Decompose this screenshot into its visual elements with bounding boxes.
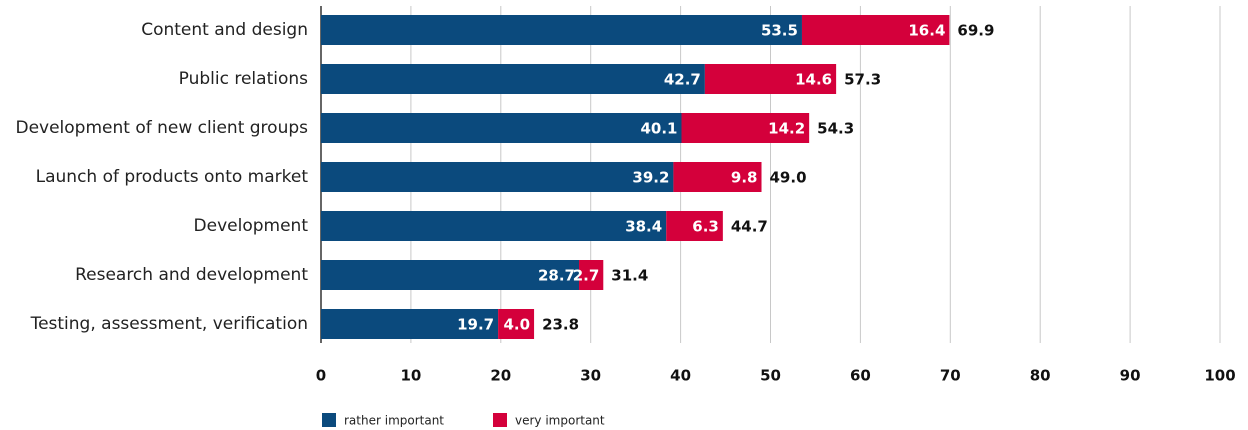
bar-segment [801,15,950,45]
total-label: 31.4 [611,267,648,285]
bar-segment [321,309,499,339]
x-tick-label: 100 [1204,367,1235,385]
x-tick-label: 30 [580,367,601,385]
value-label: 39.2 [632,169,669,187]
bar-segment [321,211,667,241]
bar-segment [321,113,682,143]
y-tick-label: Development of new client groups [15,118,308,138]
x-tick-label: 90 [1120,367,1141,385]
bar-segment [321,64,705,94]
value-label: 42.7 [664,71,701,89]
bar-segment [579,260,604,290]
bar-segment [498,309,535,339]
total-label: 23.8 [542,316,579,334]
value-label: 4.0 [503,316,530,334]
x-tick-label: 0 [316,367,326,385]
bar-segment [666,211,723,241]
x-tick-label: 10 [400,367,421,385]
legend-swatch [322,413,336,427]
value-label: 38.4 [625,218,662,236]
value-label: 14.2 [768,120,805,138]
value-label: 2.7 [573,267,600,285]
y-tick-label: Research and development [75,265,308,285]
x-tick-label: 20 [490,367,511,385]
value-label: 14.6 [795,71,832,89]
bar-segment [681,113,810,143]
bar-segment [321,15,802,45]
value-label: 40.1 [640,120,677,138]
x-tick-label: 70 [940,367,961,385]
value-label: 9.8 [731,169,758,187]
x-tick-label: 40 [670,367,691,385]
x-tick-label: 80 [1030,367,1051,385]
value-label: 53.5 [761,22,798,40]
value-label: 28.7 [538,267,575,285]
y-tick-label: Content and design [141,20,308,40]
total-label: 57.3 [844,71,881,89]
value-label: 16.4 [908,22,945,40]
y-tick-label: Launch of products onto market [36,167,309,187]
value-label: 6.3 [692,218,719,236]
total-label: 69.9 [957,22,994,40]
bar-segment [673,162,762,192]
bar-segment [704,64,837,94]
x-tick-label: 50 [760,367,781,385]
y-tick-label: Public relations [179,69,308,89]
total-label: 49.0 [770,169,807,187]
bar-segment [321,162,674,192]
bar-segment [321,260,580,290]
x-tick-label: 60 [850,367,871,385]
legend-swatch [493,413,507,427]
y-tick-label: Testing, assessment, verification [30,314,308,334]
legend-label: rather important [344,414,444,428]
value-label: 19.7 [457,316,494,334]
y-tick-label: Development [194,216,309,236]
total-label: 44.7 [731,218,768,236]
total-label: 54.3 [817,120,854,138]
legend-label: very important [515,414,605,428]
